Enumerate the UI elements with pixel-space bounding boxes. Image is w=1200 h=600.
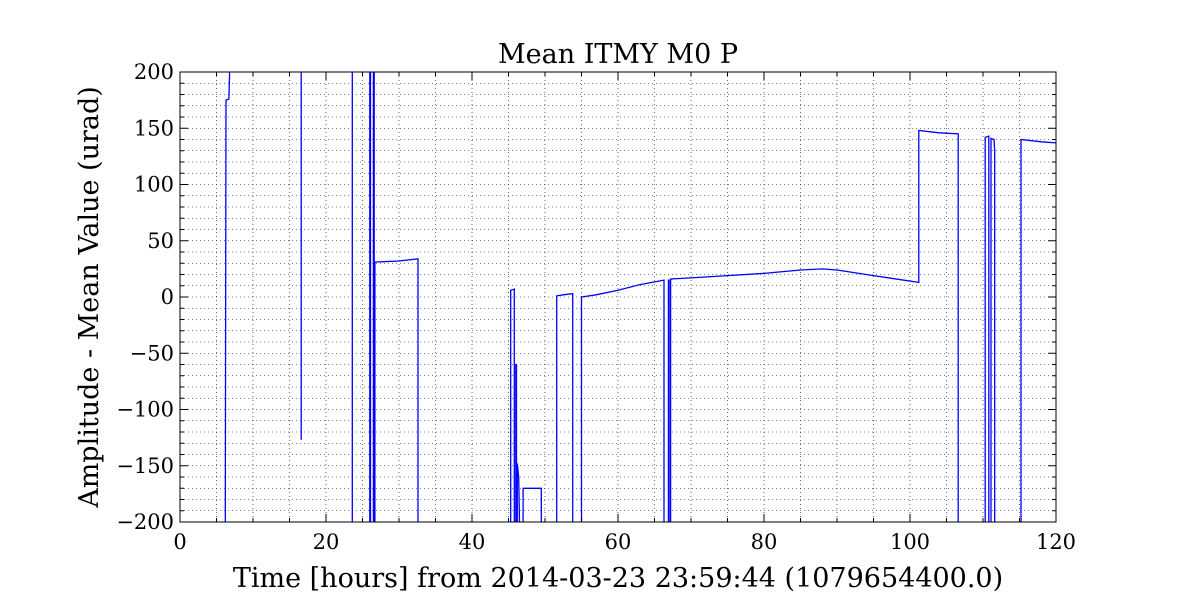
y-tick-label: −200 — [116, 510, 174, 534]
line-segment — [1020, 138, 1056, 522]
y-tick-label: −100 — [116, 398, 174, 422]
line-segment — [372, 72, 375, 522]
y-tick-label: 150 — [134, 116, 174, 140]
line-segment — [669, 129, 959, 522]
line-segment — [516, 463, 521, 522]
line-segment — [374, 258, 419, 522]
y-tick-labels: −200 −150 −100 −50 0 50 100 150 200 — [116, 60, 174, 534]
line-segment — [515, 363, 518, 522]
line-segment — [556, 292, 574, 522]
x-tick-label: 60 — [605, 530, 632, 554]
y-tick-label: 50 — [147, 229, 174, 253]
plot-frame — [179, 71, 1057, 523]
line-segment — [667, 279, 670, 522]
y-tick-label: 200 — [134, 60, 174, 84]
y-tick-label: −50 — [130, 341, 174, 365]
line-segment — [369, 72, 372, 522]
line-segment — [580, 279, 665, 522]
line-segment — [522, 487, 542, 522]
line-segment — [510, 288, 515, 522]
x-tick-label: 40 — [459, 530, 486, 554]
y-tick-label: 0 — [161, 285, 174, 309]
x-tick-label: 80 — [751, 530, 778, 554]
x-tick-label: 0 — [173, 530, 186, 554]
x-axis-label: Time [hours] from 2014-03-23 23:59:44 (1… — [233, 563, 1003, 594]
line-segment — [990, 137, 996, 522]
x-tick-label: 100 — [890, 530, 930, 554]
chart-title: Mean ITMY M0 P — [498, 39, 738, 70]
y-tick-label: −150 — [116, 454, 174, 478]
y-tick-label: 100 — [134, 173, 174, 197]
grid — [180, 72, 1056, 522]
data-line — [224, 72, 1056, 522]
x-tick-labels: 0 20 40 60 80 100 120 — [173, 530, 1076, 554]
x-tick-label: 20 — [313, 530, 340, 554]
line-segment — [984, 135, 990, 522]
line-segment — [224, 72, 231, 522]
x-tick-label: 120 — [1036, 530, 1076, 554]
y-axis-label: Amplitude - Mean Value (urad) — [74, 86, 105, 509]
